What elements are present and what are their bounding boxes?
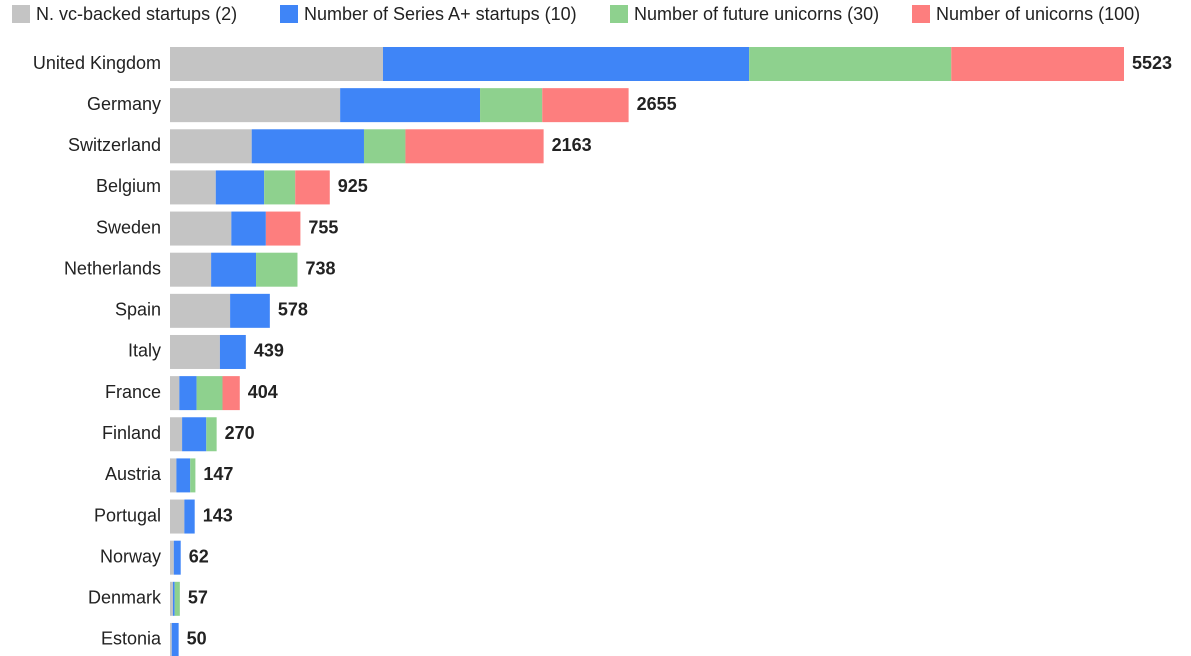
bar-segment (542, 88, 629, 123)
legend-label: Number of unicorns (100) (936, 4, 1140, 24)
category-label: Netherlands (64, 258, 161, 278)
total-label: 5523 (1132, 53, 1172, 73)
total-label: 439 (254, 341, 284, 361)
total-label: 2163 (552, 135, 592, 155)
bar-segment (215, 170, 265, 205)
bar-segment (251, 129, 364, 164)
legend-swatch (610, 5, 628, 23)
bar-segment (170, 540, 174, 575)
bar-segment (219, 334, 246, 369)
bar-segment (170, 499, 185, 534)
bar-segment (222, 376, 240, 411)
category-label: Denmark (88, 588, 162, 608)
category-label: Austria (105, 464, 162, 484)
bar-segment (256, 252, 298, 287)
bar-segment (340, 88, 481, 123)
bar-segment (170, 581, 173, 616)
total-label: 143 (203, 505, 233, 525)
category-label: Switzerland (68, 135, 161, 155)
total-label: 62 (189, 546, 209, 566)
bar-segment (170, 170, 216, 205)
bar-segment (190, 458, 196, 493)
bar-segment (171, 622, 179, 656)
legend-label: N. vc-backed startups (2) (36, 4, 237, 24)
total-label: 270 (225, 423, 255, 443)
bar-segment (749, 47, 952, 81)
legend-swatch (280, 5, 298, 23)
bar-segment (170, 252, 212, 287)
bar-segment (170, 458, 177, 493)
bar-segment (951, 47, 1124, 81)
bar-segment (405, 129, 544, 164)
bar-segment (176, 458, 191, 493)
bar-segment (170, 293, 231, 328)
bar-segment (170, 88, 341, 123)
category-label: Finland (102, 423, 161, 443)
total-label: 57 (188, 588, 208, 608)
legend-swatch (912, 5, 930, 23)
category-label: Norway (100, 546, 161, 566)
total-label: 738 (305, 258, 335, 278)
category-label: Portugal (94, 505, 161, 525)
bar-segment (231, 211, 266, 246)
bar-segment (172, 581, 175, 616)
bar-segment (173, 540, 181, 575)
bar-segment (196, 376, 223, 411)
category-label: France (105, 382, 161, 402)
bar-segment (170, 622, 172, 656)
bar-segment (170, 334, 220, 369)
bar-segment (480, 88, 543, 123)
legend-label: Number of Series A+ startups (10) (304, 4, 577, 24)
total-label: 578 (278, 300, 308, 320)
bar-segment (382, 47, 750, 81)
bar-segment (265, 211, 301, 246)
bar-segment (230, 293, 270, 328)
total-label: 50 (187, 629, 207, 649)
bar-segment (170, 376, 180, 411)
bar-segment (170, 47, 383, 81)
legend-swatch (12, 5, 30, 23)
bar-segment (182, 417, 207, 452)
category-label: Germany (87, 94, 161, 114)
bar-segment (206, 417, 217, 452)
total-label: 2655 (637, 94, 677, 114)
category-label: Estonia (101, 629, 162, 649)
bar-segment (170, 211, 232, 246)
total-label: 404 (248, 382, 278, 402)
total-label: 755 (308, 217, 338, 237)
category-label: Belgium (96, 176, 161, 196)
bar-segment (264, 170, 296, 205)
bar-segment (170, 129, 252, 164)
category-label: Sweden (96, 217, 161, 237)
total-label: 925 (338, 176, 368, 196)
category-label: United Kingdom (33, 53, 161, 73)
bar-segment (179, 376, 197, 411)
total-label: 147 (203, 464, 233, 484)
bar-segment (211, 252, 257, 287)
bar-segment (295, 170, 330, 205)
bar-segment (174, 581, 180, 616)
bar-segment (184, 499, 195, 534)
category-label: Spain (115, 300, 161, 320)
bar-segment (170, 417, 183, 452)
legend-label: Number of future unicorns (30) (634, 4, 879, 24)
bar-segment (363, 129, 406, 164)
category-label: Italy (128, 341, 161, 361)
